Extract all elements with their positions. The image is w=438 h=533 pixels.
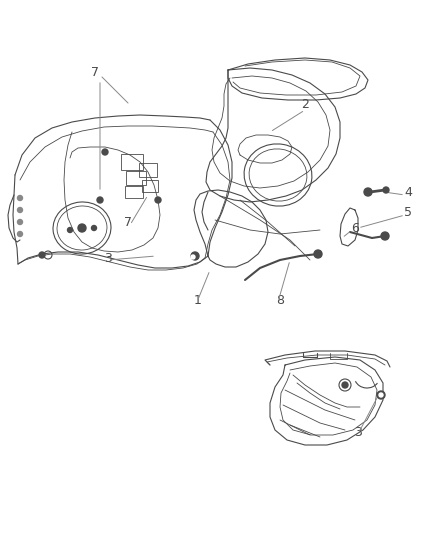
Circle shape bbox=[381, 232, 389, 240]
Circle shape bbox=[18, 220, 22, 224]
Text: 5: 5 bbox=[404, 206, 412, 219]
Circle shape bbox=[18, 231, 22, 237]
Circle shape bbox=[314, 250, 322, 258]
Circle shape bbox=[18, 196, 22, 200]
Text: 2: 2 bbox=[301, 99, 309, 111]
Circle shape bbox=[191, 252, 199, 260]
Bar bbox=[142, 180, 158, 192]
Text: 3: 3 bbox=[104, 252, 112, 264]
Circle shape bbox=[155, 197, 161, 203]
Text: 6: 6 bbox=[351, 222, 359, 235]
Bar bbox=[125, 186, 143, 198]
Text: 7: 7 bbox=[124, 215, 132, 229]
Circle shape bbox=[39, 252, 45, 258]
Text: 3: 3 bbox=[354, 425, 362, 439]
Circle shape bbox=[92, 225, 96, 230]
Text: 8: 8 bbox=[276, 294, 284, 306]
Bar bbox=[126, 171, 146, 185]
Circle shape bbox=[364, 188, 372, 196]
Circle shape bbox=[102, 149, 108, 155]
Circle shape bbox=[379, 393, 383, 397]
Bar bbox=[139, 163, 157, 177]
Circle shape bbox=[97, 197, 103, 203]
Text: 4: 4 bbox=[404, 185, 412, 198]
Circle shape bbox=[383, 187, 389, 193]
Text: 1: 1 bbox=[194, 294, 202, 306]
Circle shape bbox=[18, 207, 22, 213]
Circle shape bbox=[342, 382, 348, 388]
Circle shape bbox=[67, 228, 73, 232]
Circle shape bbox=[78, 224, 86, 232]
Circle shape bbox=[191, 255, 195, 259]
Circle shape bbox=[377, 391, 385, 399]
Bar bbox=[121, 154, 143, 170]
Text: 7: 7 bbox=[91, 66, 99, 78]
